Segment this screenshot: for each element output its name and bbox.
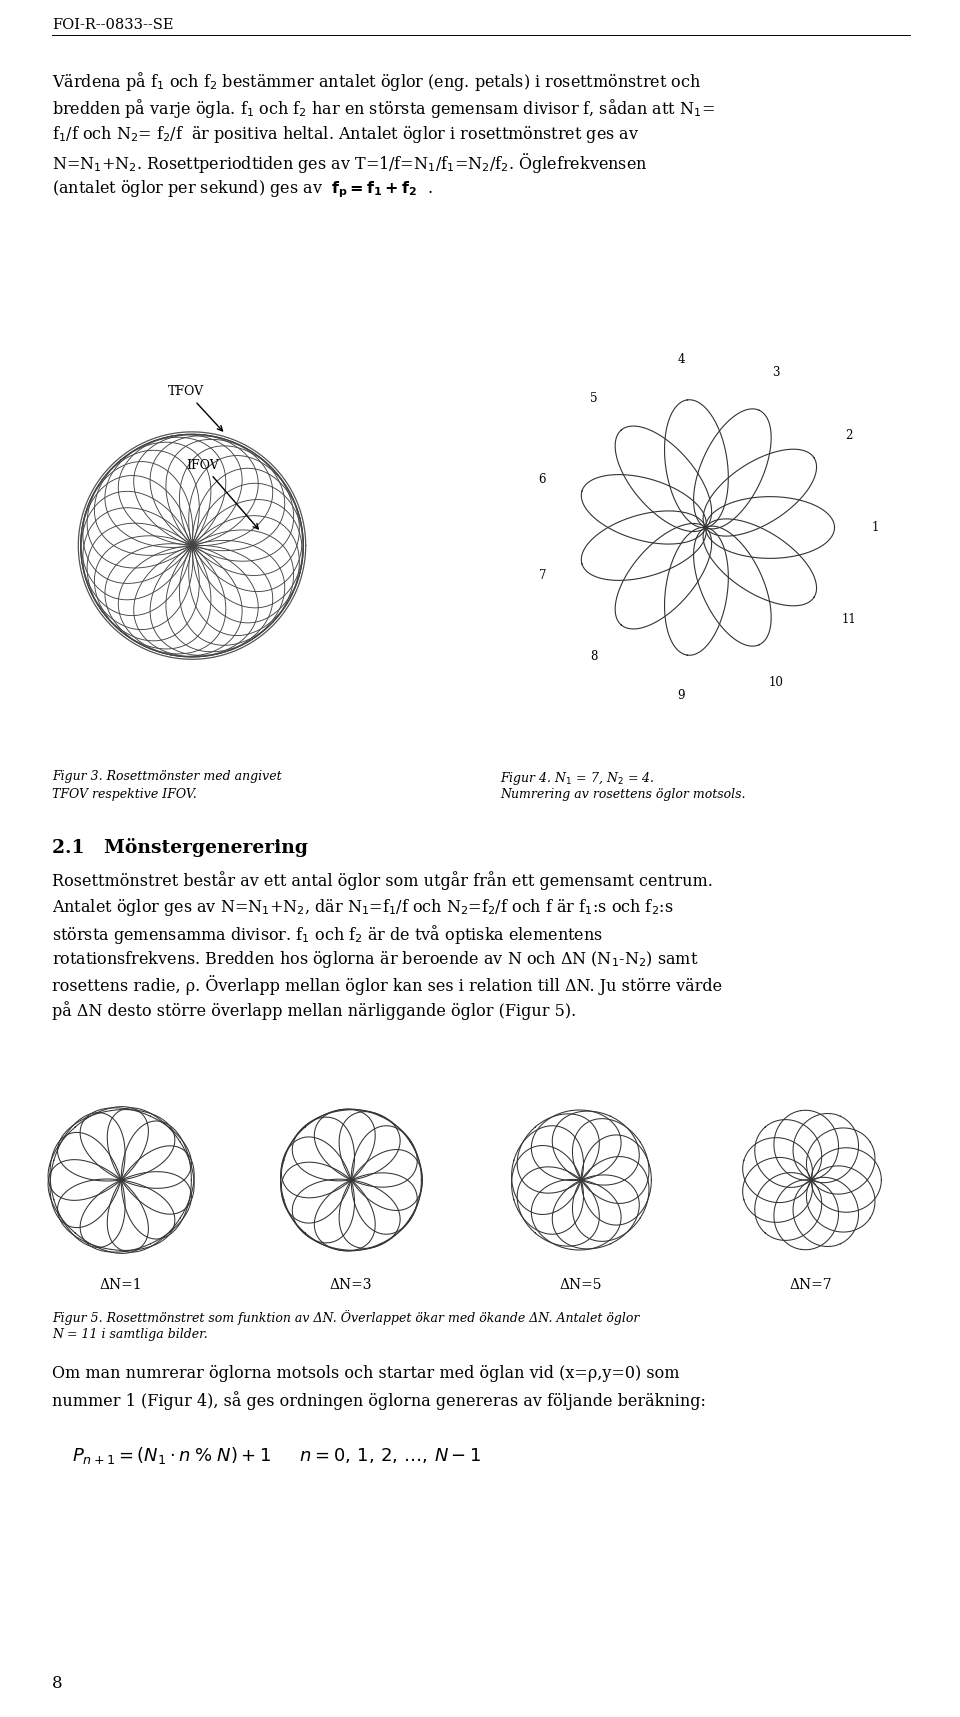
- Text: 2: 2: [845, 429, 852, 441]
- Text: Värdena på f$_1$ och f$_2$ bestämmer antalet öglor (eng. petals) i rosettmönstre: Värdena på f$_1$ och f$_2$ bestämmer ant…: [52, 70, 701, 93]
- Text: på ΔN desto större överlapp mellan närliggande öglor (Figur 5).: på ΔN desto större överlapp mellan närli…: [52, 1001, 576, 1020]
- Text: rotationsfrekvens. Bredden hos öglorna är beroende av N och ΔN (N$_1$-N$_2$) sam: rotationsfrekvens. Bredden hos öglorna ä…: [52, 950, 699, 970]
- Text: TFOV: TFOV: [168, 385, 223, 431]
- Text: N=N$_1$+N$_2$. Rosettperiodtiden ges av T=1/f=N$_1$/f$_1$=N$_2$/f$_2$. Öglefrekv: N=N$_1$+N$_2$. Rosettperiodtiden ges av …: [52, 151, 648, 175]
- Text: 6: 6: [539, 474, 546, 486]
- Text: Numrering av rosettens öglor motsols.: Numrering av rosettens öglor motsols.: [500, 788, 746, 802]
- Text: 2.1   Mönstergenerering: 2.1 Mönstergenerering: [52, 838, 308, 857]
- Text: Rosettmönstret består av ett antal öglor som utgår från ett gemensamt centrum.: Rosettmönstret består av ett antal öglor…: [52, 871, 713, 889]
- Text: 3: 3: [773, 366, 780, 379]
- Text: 7: 7: [539, 568, 546, 582]
- Text: 1: 1: [872, 520, 879, 534]
- Text: bredden på varje ögla. f$_1$ och f$_2$ har en största gemensam divisor f, sådan : bredden på varje ögla. f$_1$ och f$_2$ h…: [52, 96, 715, 120]
- Text: (antalet öglor per sekund) ges av  $\mathbf{f_p = f_1+f_2}$  .: (antalet öglor per sekund) ges av $\math…: [52, 179, 433, 199]
- Text: rosettens radie, ρ. Överlapp mellan öglor kan ses i relation till ΔN. Ju större : rosettens radie, ρ. Överlapp mellan öglo…: [52, 975, 722, 994]
- Text: ΔN=3: ΔN=3: [330, 1277, 372, 1293]
- Text: 11: 11: [841, 613, 856, 627]
- Text: TFOV respektive IFOV.: TFOV respektive IFOV.: [52, 788, 197, 802]
- Text: Figur 3. Rosettmönster med angivet: Figur 3. Rosettmönster med angivet: [52, 769, 281, 783]
- Text: ΔN=7: ΔN=7: [790, 1277, 832, 1293]
- Text: 4: 4: [678, 352, 685, 366]
- Text: största gemensamma divisor. f$_1$ och f$_2$ är de två optiska elementens: största gemensamma divisor. f$_1$ och f$…: [52, 924, 603, 946]
- Text: $P_{n+1} = (N_1 \cdot n \;\%\; N) + 1$     $n = 0,\,1,\,2,\,\ldots,\,N-1$: $P_{n+1} = (N_1 \cdot n \;\%\; N) + 1$ $…: [72, 1446, 481, 1466]
- Text: 8: 8: [52, 1676, 62, 1691]
- Text: ΔN=5: ΔN=5: [560, 1277, 603, 1293]
- Text: Antalet öglor ges av N=N$_1$+N$_2$, där N$_1$=f$_1$/f och N$_2$=f$_2$/f och f är: Antalet öglor ges av N=N$_1$+N$_2$, där …: [52, 896, 673, 919]
- Text: 10: 10: [769, 676, 783, 689]
- Text: 9: 9: [678, 690, 685, 702]
- Text: ΔN=1: ΔN=1: [100, 1277, 142, 1293]
- Text: f$_1$/f och N$_2$= f$_2$/f  är positiva heltal. Antalet öglor i rosettmönstret g: f$_1$/f och N$_2$= f$_2$/f är positiva h…: [52, 124, 639, 144]
- Text: IFOV: IFOV: [187, 458, 258, 529]
- Text: 5: 5: [590, 393, 598, 405]
- Text: Om man numrerar öglorna motsols och startar med öglan vid (x=ρ,y=0) som: Om man numrerar öglorna motsols och star…: [52, 1365, 680, 1382]
- Text: N = 11 i samtliga bilder.: N = 11 i samtliga bilder.: [52, 1327, 207, 1341]
- Text: nummer 1 (Figur 4), så ges ordningen öglorna genereras av följande beräkning:: nummer 1 (Figur 4), så ges ordningen ögl…: [52, 1391, 706, 1410]
- Text: 8: 8: [590, 649, 598, 663]
- Text: Figur 4. N$_1$ = 7, N$_2$ = 4.: Figur 4. N$_1$ = 7, N$_2$ = 4.: [500, 769, 655, 786]
- Text: FOI-R--0833--SE: FOI-R--0833--SE: [52, 17, 174, 33]
- Text: Figur 5. Rosettmönstret som funktion av ΔN. Överlappet ökar med ökande ΔN. Antal: Figur 5. Rosettmönstret som funktion av …: [52, 1310, 639, 1326]
